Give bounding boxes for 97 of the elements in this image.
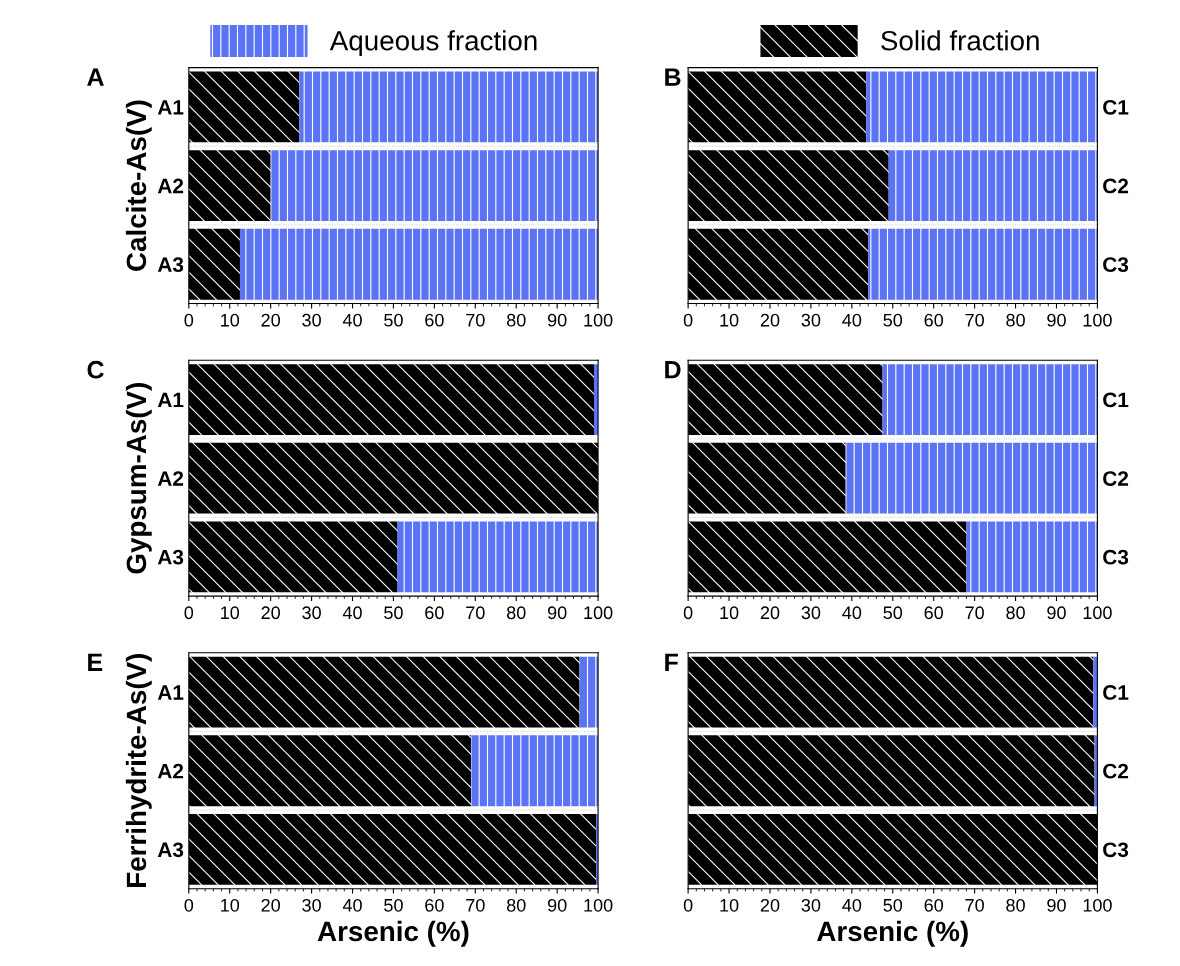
x-tick-label: 100 [1083, 898, 1112, 912]
x-tick-label: 100 [584, 606, 613, 620]
x-tick-label: 10 [720, 898, 739, 912]
y-tick-label: A3 [157, 257, 184, 273]
x-tick-label: 100 [1083, 313, 1112, 327]
x-tick-label: 20 [261, 898, 280, 912]
x-tick-label: 10 [221, 898, 240, 912]
x-tick-label: 10 [221, 313, 240, 327]
y-tick-label: C1 [1103, 685, 1129, 700]
y-tick-label: A1 [157, 100, 184, 115]
x-tick-label: 60 [425, 898, 444, 912]
x-tick-label: 30 [302, 313, 321, 327]
x-tick-label: 60 [924, 606, 944, 620]
chart-title: E [88, 653, 103, 671]
x-axis-title: Arsenic (%) [317, 920, 469, 947]
x-tick-label: 50 [883, 898, 903, 912]
legend-label: Aqueous fraction [329, 30, 537, 57]
x-tick-label: 100 [584, 898, 613, 912]
x-tick-label: 90 [1047, 898, 1066, 912]
x-tick-label: 0 [683, 606, 693, 620]
y-axis-title: Ferrihydrite-As(V) [125, 654, 152, 887]
x-tick-label: 40 [842, 898, 862, 912]
x-tick-label: 30 [801, 898, 821, 912]
x-tick-label: 70 [466, 606, 485, 620]
y-tick-label: C2 [1103, 763, 1129, 779]
x-tick-label: 50 [883, 606, 903, 620]
y-tick-label: C2 [1103, 471, 1129, 486]
x-tick-label: 100 [584, 313, 613, 327]
x-tick-label: 20 [760, 313, 780, 327]
y-axis-title: Gypsum-As(V) [125, 383, 152, 574]
x-tick-label: 80 [506, 313, 526, 327]
y-tick-label: C1 [1103, 392, 1129, 408]
chart-title: A [87, 68, 104, 86]
y-tick-label: A2 [157, 178, 184, 194]
x-tick-label: 40 [342, 606, 362, 620]
x-tick-label: 100 [1083, 606, 1112, 620]
x-axis-title: Arsenic (%) [817, 920, 968, 947]
x-tick-label: 80 [1006, 313, 1025, 327]
x-tick-label: 70 [965, 898, 984, 912]
x-tick-label: 70 [965, 313, 984, 327]
x-tick-label: 20 [760, 898, 780, 912]
x-tick-label: 40 [842, 606, 862, 620]
y-tick-label: A2 [157, 471, 184, 486]
x-tick-label: 90 [547, 898, 567, 912]
x-tick-label: 90 [1047, 606, 1066, 620]
x-tick-label: 30 [801, 606, 821, 620]
x-tick-label: 80 [506, 898, 526, 912]
x-tick-label: 50 [384, 898, 403, 912]
x-tick-label: 70 [466, 313, 485, 327]
y-tick-label: A1 [157, 392, 184, 408]
y-tick-label: C3 [1103, 257, 1129, 273]
chart-title: F [665, 653, 678, 671]
x-tick-label: 10 [221, 606, 240, 620]
x-tick-label: 0 [184, 898, 194, 912]
x-tick-label: 0 [683, 313, 693, 327]
x-tick-label: 10 [720, 313, 739, 327]
x-tick-label: 90 [1047, 313, 1066, 327]
legend-label: Solid fraction [881, 30, 1039, 51]
x-tick-label: 60 [924, 898, 944, 912]
x-tick-label: 0 [184, 313, 194, 327]
x-tick-label: 70 [466, 898, 485, 912]
x-tick-label: 20 [261, 606, 280, 620]
x-tick-label: 10 [720, 606, 739, 620]
y-tick-label: A3 [157, 842, 184, 858]
y-tick-label: A2 [157, 763, 184, 779]
x-tick-label: 50 [883, 313, 903, 327]
x-tick-label: 60 [425, 606, 444, 620]
x-tick-label: 80 [1006, 606, 1025, 620]
chart-title: C [87, 360, 104, 379]
x-tick-label: 20 [261, 313, 280, 327]
x-tick-label: 30 [302, 898, 321, 912]
x-tick-label: 30 [302, 606, 321, 620]
chart-title: D [665, 361, 681, 379]
x-tick-label: 80 [506, 606, 526, 620]
y-tick-label: C1 [1103, 99, 1129, 115]
y-axis-title: Calcite-As(V) [125, 100, 152, 271]
x-tick-label: 60 [924, 313, 944, 327]
chart-title: B [665, 68, 681, 86]
x-tick-label: 0 [184, 606, 194, 620]
x-tick-label: 40 [342, 898, 362, 912]
x-tick-label: 60 [425, 313, 444, 327]
x-tick-label: 30 [801, 313, 821, 327]
y-tick-label: A1 [157, 685, 184, 700]
x-tick-label: 0 [683, 898, 693, 912]
x-tick-label: 20 [760, 606, 780, 620]
y-tick-label: A3 [157, 549, 184, 565]
x-tick-label: 50 [384, 606, 403, 620]
y-tick-label: C3 [1103, 842, 1129, 858]
x-tick-label: 40 [842, 313, 862, 327]
x-tick-label: 40 [342, 313, 362, 327]
x-tick-label: 70 [965, 606, 984, 620]
y-tick-label: C2 [1103, 178, 1129, 194]
x-tick-label: 80 [1006, 898, 1025, 912]
y-tick-label: C3 [1103, 549, 1129, 565]
x-tick-label: 90 [547, 606, 567, 620]
x-tick-label: 50 [384, 313, 403, 327]
x-tick-label: 90 [547, 313, 567, 327]
